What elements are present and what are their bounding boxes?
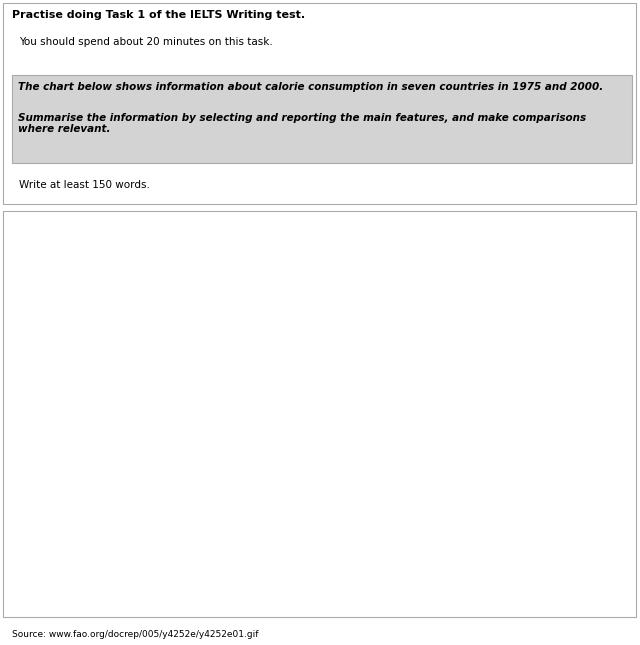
Text: The chart below shows information about calorie consumption in seven countries i: The chart below shows information about … <box>18 82 603 92</box>
Bar <box>99 368 125 545</box>
Bar <box>200 288 227 545</box>
Bar <box>399 350 426 545</box>
Text: You should spend about 20 minutes on this task.: You should spend about 20 minutes on thi… <box>19 37 273 48</box>
Bar <box>275 290 301 545</box>
Bar <box>351 307 377 545</box>
Legend: 1975, 2000: 1975, 2000 <box>281 576 420 598</box>
Bar <box>426 331 452 545</box>
Text: Write at least 150 words.: Write at least 150 words. <box>19 180 150 190</box>
Text: Summarise the information by selecting and reporting the main features, and make: Summarise the information by selecting a… <box>18 113 586 134</box>
Title: Calorie consumption in selected countries: Calorie consumption in selected countrie… <box>210 222 491 235</box>
Bar <box>550 376 576 545</box>
Bar <box>576 361 602 545</box>
Bar <box>474 374 500 545</box>
Bar <box>324 363 351 545</box>
Text: Practise doing Task 1 of the IELTS Writing test.: Practise doing Task 1 of the IELTS Writi… <box>12 10 305 20</box>
Bar <box>249 372 275 545</box>
Bar <box>125 285 151 545</box>
Text: Source: www.fao.org/docrep/005/y4252e/y4252e01.gif: Source: www.fao.org/docrep/005/y4252e/y4… <box>12 630 258 639</box>
Bar <box>174 328 200 545</box>
Bar <box>500 333 527 545</box>
